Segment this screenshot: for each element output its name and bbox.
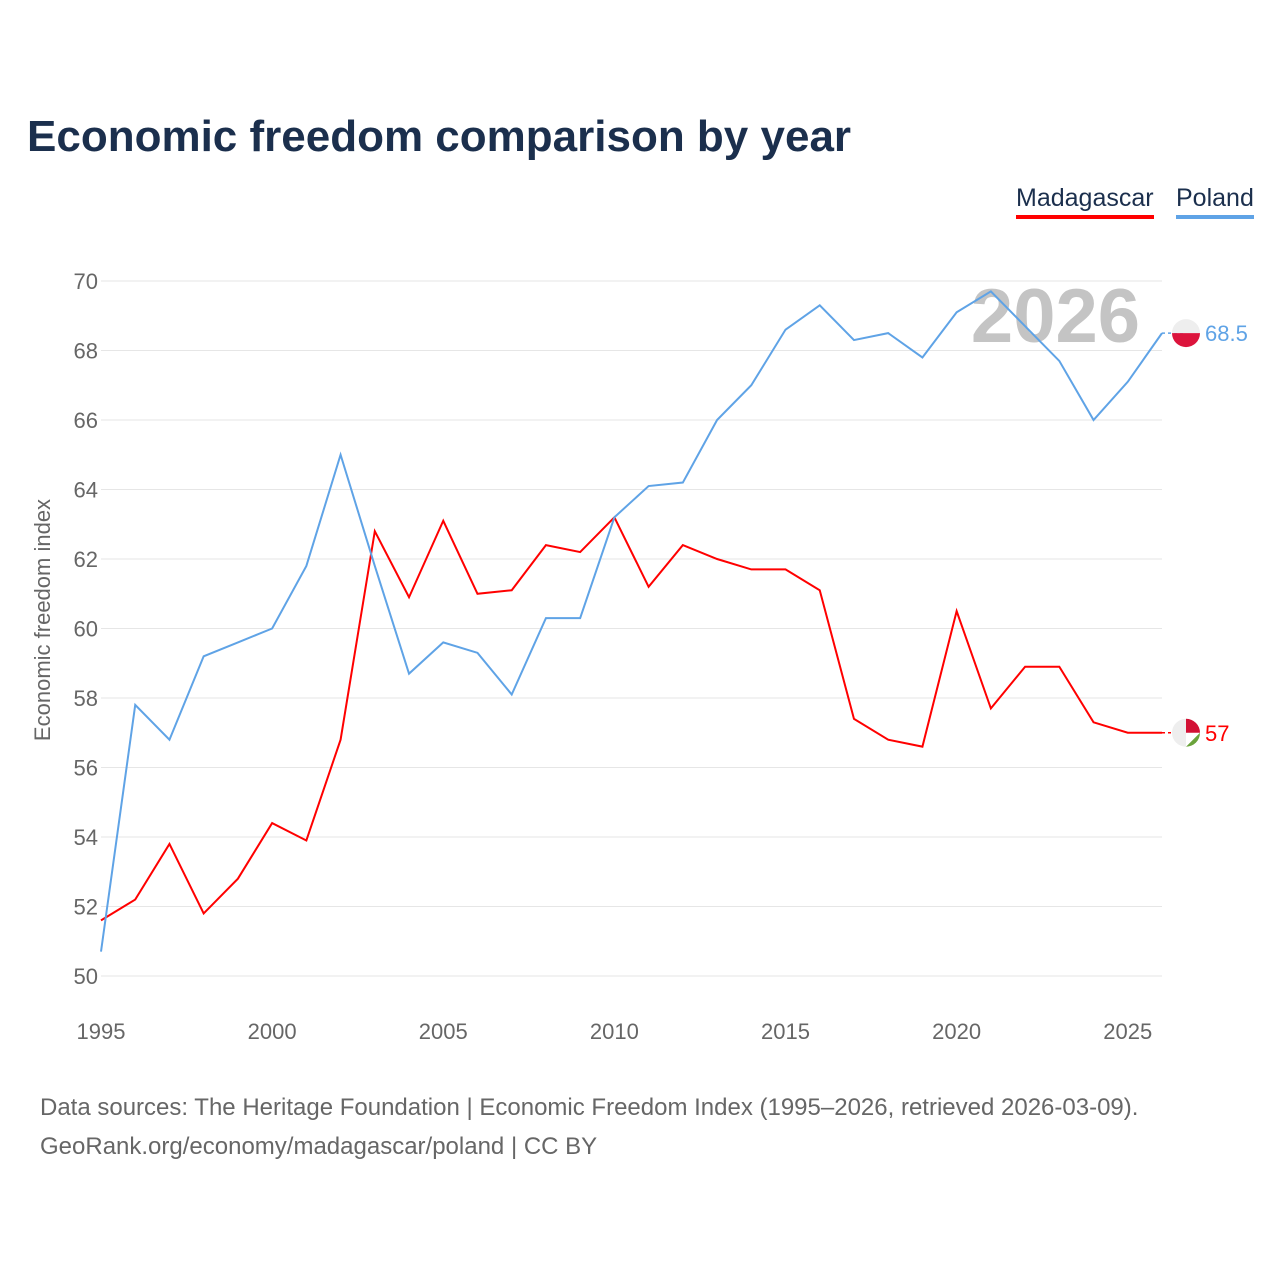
year-watermark: 2026 (971, 274, 1140, 359)
chart-area: 50 52 54 56 58 60 62 64 66 68 70 1995 2000 2005 2010 20… (30, 269, 1248, 1044)
y-tick-label: 62 (74, 547, 98, 572)
legend-madagascar[interactable]: Madagascar (1016, 184, 1154, 219)
legend-poland[interactable]: Poland (1176, 184, 1254, 219)
madagascar-flag-icon-green (1186, 732, 1200, 747)
y-tick-label: 66 (74, 408, 98, 433)
source-line-2: GeoRank.org/economy/madagascar/poland | … (40, 1133, 598, 1160)
y-tick-label: 50 (74, 964, 98, 989)
y-tick-label: 54 (74, 825, 98, 850)
x-tick-label: 2015 (761, 1019, 810, 1044)
y-tick-label: 58 (74, 686, 98, 711)
x-tick-label: 1995 (77, 1019, 126, 1044)
x-tick-label: 2005 (419, 1019, 468, 1044)
x-tick-label: 2020 (932, 1019, 981, 1044)
y-tick-label: 52 (74, 895, 98, 920)
end-value-label: 57 (1205, 721, 1229, 746)
y-tick-label: 70 (74, 269, 98, 294)
source-line-1: Data sources: The Heritage Foundation | … (40, 1094, 1139, 1121)
series-line-poland (100, 290, 1163, 952)
y-tick-label: 56 (74, 756, 98, 781)
x-tick-label: 2010 (590, 1019, 639, 1044)
chart-title: Economic freedom comparison by year (27, 112, 852, 161)
x-tick-label: 2025 (1103, 1019, 1152, 1044)
series-line-madagascar (100, 515, 1162, 922)
madagascar-flag-icon-red (1186, 718, 1200, 733)
y-axis-label: Economic freedom index (30, 499, 55, 741)
y-tick-label: 60 (74, 617, 98, 642)
y-tick-label: 64 (74, 478, 98, 503)
y-tick-label: 68 (74, 339, 98, 364)
end-value-label: 68.5 (1205, 321, 1248, 346)
x-tick-label: 2000 (248, 1019, 297, 1044)
madagascar-flag-icon (1172, 718, 1186, 747)
poland-flag-icon-red (1172, 333, 1200, 348)
poland-flag-icon (1172, 319, 1200, 334)
source-note: Data sources: The Heritage Foundation | … (40, 1088, 1138, 1166)
